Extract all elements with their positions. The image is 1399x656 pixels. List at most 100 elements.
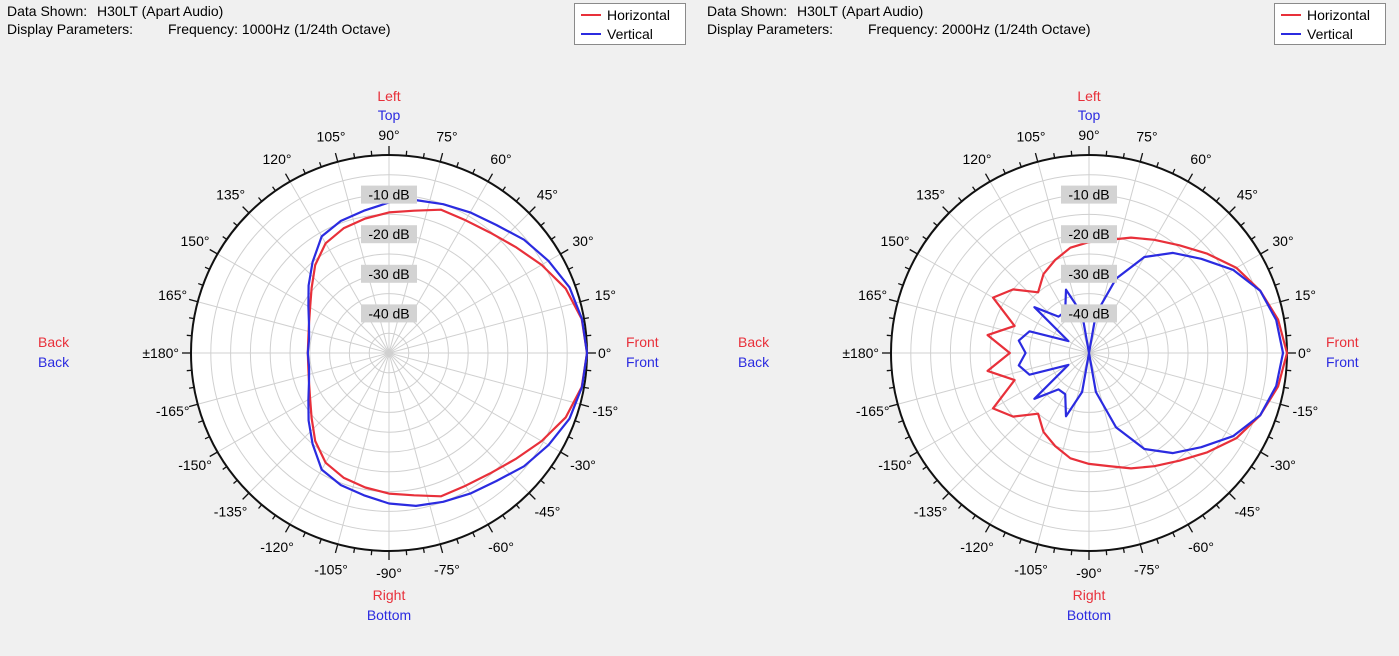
polar-chart: -10 dB -20 dB -30 dB -40 dB 15° 30° 45° 60° 75° 1… — [38, 88, 659, 623]
major-tick — [528, 492, 536, 500]
axis-label-right: Right — [373, 587, 406, 603]
angle-label: -30° — [1270, 457, 1296, 473]
db-label-box — [361, 225, 417, 244]
angle-label: ±180° — [842, 345, 879, 361]
legend-swatch-horizontal — [1281, 14, 1301, 17]
angle-label: -75° — [1134, 561, 1160, 577]
angle-label: -105° — [314, 561, 348, 577]
angle-label: 60° — [490, 151, 511, 167]
angle-label: 120° — [263, 151, 292, 167]
grid-circle — [249, 213, 529, 493]
angle-label: -90° — [376, 565, 402, 581]
major-tick — [1187, 524, 1194, 533]
major-tick — [580, 403, 590, 408]
angle-label: -45° — [1234, 503, 1260, 519]
db-label-box — [1061, 264, 1117, 283]
angle-label: -120° — [260, 539, 294, 555]
angle-label: -120° — [960, 539, 994, 555]
angle-label: ±180° — [142, 345, 179, 361]
angle-label: 30° — [1272, 233, 1293, 249]
db-label: -20 dB — [368, 226, 409, 242]
series-line-vertical — [1017, 251, 1285, 455]
major-tick — [1228, 206, 1236, 214]
db-label-box — [361, 185, 417, 204]
angle-label: -165° — [856, 403, 890, 419]
major-tick — [909, 451, 918, 458]
major-tick — [942, 206, 950, 214]
angle-label: 15° — [1295, 287, 1316, 303]
angle-label: 75° — [436, 129, 457, 145]
axis-label-front-v: Front — [1326, 354, 1359, 370]
major-tick — [188, 298, 198, 303]
polar-panel-right: Data Shown: H30LT (Apart Audio) Display P… — [700, 0, 1399, 656]
angle-label: -15° — [592, 403, 618, 419]
db-label: -40 dB — [1068, 305, 1109, 321]
db-label-box — [1061, 185, 1117, 204]
major-tick — [528, 206, 536, 214]
major-tick — [242, 492, 250, 500]
axis-label-bottom: Bottom — [367, 607, 411, 623]
series-line-horizontal — [986, 236, 1289, 470]
angle-label: 105° — [1017, 129, 1046, 145]
axis-label-front-h: Front — [1326, 334, 1359, 350]
major-tick — [1260, 248, 1269, 255]
db-label: -30 dB — [368, 266, 409, 282]
legend-item-horizontal: Horizontal — [1281, 6, 1370, 24]
angle-label: 60° — [1190, 151, 1211, 167]
axis-label-top: Top — [378, 107, 401, 123]
legend-swatch-horizontal — [581, 14, 601, 17]
angle-label: 30° — [572, 233, 593, 249]
major-tick — [209, 451, 218, 458]
angle-label: 45° — [537, 187, 558, 203]
major-tick — [487, 173, 494, 182]
data-shown-value: H30LT (Apart Audio) — [797, 3, 924, 19]
legend-item-vertical: Vertical — [581, 25, 653, 43]
major-tick — [284, 524, 291, 533]
series-line-vertical — [306, 199, 589, 507]
major-tick — [984, 524, 991, 533]
angle-label: -15° — [1292, 403, 1318, 419]
axis-label-front-v: Front — [626, 354, 659, 370]
display-params-value: Frequency: 2000Hz (1/24th Octave) — [868, 21, 1091, 37]
data-shown-label: Data Shown: — [707, 3, 788, 19]
major-tick — [1280, 298, 1290, 303]
grid-circle — [949, 213, 1229, 493]
axis-label-back-v: Back — [738, 354, 770, 370]
major-tick — [1034, 544, 1039, 554]
db-label-box — [361, 264, 417, 283]
display-params-label: Display Parameters: — [7, 21, 134, 37]
angle-label: 15° — [595, 287, 616, 303]
polar-panel-left: Data Shown: H30LT (Apart Audio) Display P… — [0, 0, 699, 656]
legend-label-horizontal: Horizontal — [607, 7, 671, 23]
major-tick — [188, 403, 198, 408]
grid-circle — [368, 332, 410, 374]
db-label-box — [1061, 225, 1117, 244]
db-label-box — [1061, 304, 1117, 323]
angle-label: 150° — [881, 233, 910, 249]
angle-label: -60° — [1188, 539, 1214, 555]
axis-label-top: Top — [1078, 107, 1101, 123]
axis-label-left: Left — [377, 88, 400, 104]
major-tick — [334, 152, 339, 162]
axis-label-left: Left — [1077, 88, 1100, 104]
legend: Horizontal Vertical — [1274, 3, 1386, 45]
chart-header: Data Shown: H30LT (Apart Audio) Display P… — [707, 2, 1091, 38]
db-label-box — [361, 304, 417, 323]
major-tick — [984, 173, 991, 182]
angle-label: 90° — [378, 127, 399, 143]
angle-label: -150° — [178, 457, 212, 473]
grid-circle — [910, 174, 1268, 532]
db-label: -30 dB — [1068, 266, 1109, 282]
display-params-label: Display Parameters: — [707, 21, 834, 37]
grid-circle — [989, 253, 1189, 453]
major-tick — [487, 524, 494, 533]
major-tick — [439, 152, 444, 162]
data-shown-label: Data Shown: — [7, 3, 88, 19]
major-tick — [560, 248, 569, 255]
angle-label: -90° — [1076, 565, 1102, 581]
angle-label: 150° — [181, 233, 210, 249]
grid-circle — [210, 174, 568, 532]
grid-circle — [329, 293, 449, 413]
angle-label: 45° — [1237, 187, 1258, 203]
angle-label: 165° — [158, 287, 187, 303]
